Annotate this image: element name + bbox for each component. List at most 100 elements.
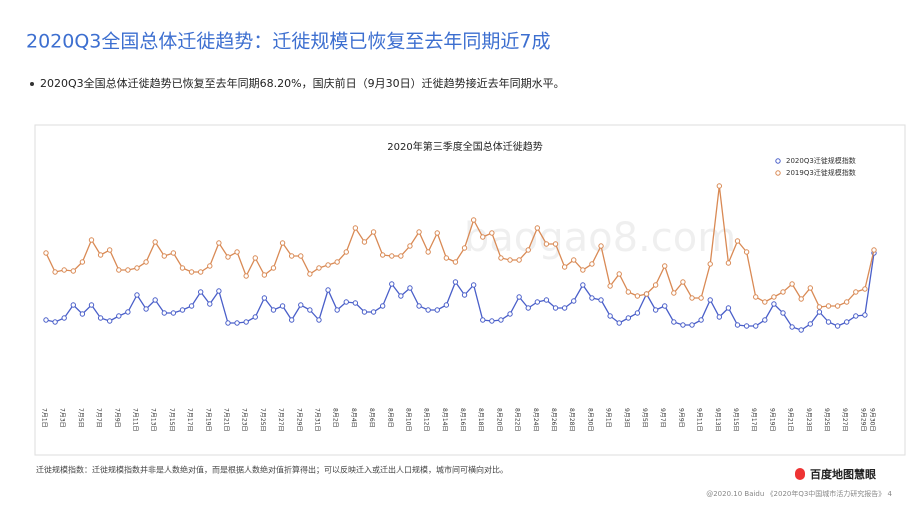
point — [589, 261, 595, 267]
point — [853, 313, 859, 319]
point — [552, 241, 559, 247]
point — [543, 241, 550, 247]
point — [234, 320, 240, 326]
point — [52, 269, 58, 275]
point — [443, 302, 450, 308]
point — [725, 260, 732, 266]
logo-icon — [795, 468, 805, 480]
point — [288, 253, 295, 259]
x-tick-label: 9月27日 — [841, 408, 848, 431]
point — [116, 313, 122, 319]
point — [279, 303, 286, 309]
point — [461, 245, 468, 251]
point — [662, 263, 668, 269]
point — [143, 259, 149, 265]
x-tick-label: 9月17日 — [750, 408, 757, 431]
x-tick-label: 8月18日 — [477, 408, 484, 431]
point — [534, 299, 541, 305]
point — [398, 253, 404, 259]
point — [825, 303, 832, 309]
x-tick-label: 8月14日 — [441, 408, 448, 431]
point — [343, 249, 349, 255]
x-tick-label: 8月10日 — [404, 408, 411, 431]
point — [298, 302, 304, 308]
point — [507, 311, 513, 317]
point — [352, 300, 359, 306]
x-tick-label: 9月21日 — [787, 408, 794, 431]
point — [152, 239, 158, 245]
point — [325, 262, 331, 268]
x-tick-label: 9月5日 — [641, 408, 648, 428]
x-tick-label: 7月9日 — [113, 408, 120, 428]
point — [70, 302, 76, 308]
point — [571, 298, 577, 304]
point — [425, 249, 431, 255]
x-tick-label: 8月6日 — [368, 408, 375, 428]
point — [125, 309, 131, 315]
point — [753, 294, 759, 300]
point — [862, 286, 868, 292]
point — [307, 307, 313, 313]
point — [270, 307, 277, 313]
point — [188, 269, 195, 275]
point — [179, 307, 186, 313]
point — [834, 303, 841, 309]
x-tick-label: 8月4日 — [350, 408, 357, 428]
point — [389, 253, 395, 259]
chart-title: 2020年第三季度全国总体迁徙趋势 — [387, 140, 542, 153]
x-tick-label: 9月25日 — [823, 408, 830, 431]
point — [170, 310, 177, 316]
point — [771, 294, 777, 300]
point — [261, 295, 268, 301]
point — [589, 295, 595, 301]
point — [443, 255, 450, 261]
x-tick-label: 9月7日 — [659, 408, 666, 428]
point — [52, 319, 58, 325]
point — [416, 303, 422, 309]
point — [707, 297, 713, 303]
point — [625, 289, 632, 295]
point — [598, 243, 604, 249]
point — [671, 290, 677, 296]
point — [480, 234, 486, 240]
x-tick-label: 9月29日 — [859, 408, 866, 431]
point — [689, 295, 695, 301]
legend-marker — [775, 170, 781, 176]
point — [407, 243, 413, 249]
point — [434, 307, 440, 313]
point — [507, 257, 513, 263]
point — [279, 240, 286, 246]
point — [871, 247, 877, 253]
x-tick-label: 8月16日 — [459, 408, 466, 431]
point — [134, 265, 140, 271]
point — [252, 255, 258, 261]
point — [634, 293, 641, 299]
point — [616, 271, 622, 277]
point — [452, 259, 459, 265]
point — [698, 295, 704, 301]
x-tick-label: 8月8日 — [386, 408, 393, 428]
point — [470, 217, 477, 223]
logo-text: 百度地图慧眼 — [810, 467, 876, 481]
point — [152, 297, 158, 303]
point — [762, 317, 768, 323]
x-tick-label: 7月15日 — [168, 408, 175, 431]
point — [561, 264, 568, 270]
point — [261, 272, 268, 278]
point — [489, 230, 495, 236]
point — [70, 268, 76, 274]
point — [288, 317, 295, 323]
point — [498, 317, 504, 323]
point — [452, 279, 459, 285]
point — [379, 252, 386, 258]
point — [716, 314, 723, 320]
point — [625, 315, 632, 321]
x-tick-label: 9月23日 — [805, 408, 812, 431]
point — [825, 319, 832, 325]
credit: @2020.10 Baidu 《2020年Q3中国城市活力研究报告》 4 — [706, 489, 892, 498]
point — [325, 287, 331, 293]
point — [361, 309, 368, 315]
point — [61, 267, 67, 273]
x-tick-label: 7月21日 — [222, 408, 229, 431]
point — [161, 253, 167, 259]
